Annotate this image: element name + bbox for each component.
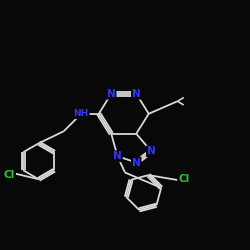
Text: NH: NH — [74, 109, 89, 118]
Text: N: N — [132, 89, 140, 99]
Text: N: N — [113, 151, 122, 161]
Text: Cl: Cl — [178, 174, 190, 184]
Text: N: N — [107, 89, 116, 99]
Text: N: N — [147, 146, 156, 156]
Text: Cl: Cl — [4, 170, 15, 180]
Text: N: N — [132, 158, 140, 168]
